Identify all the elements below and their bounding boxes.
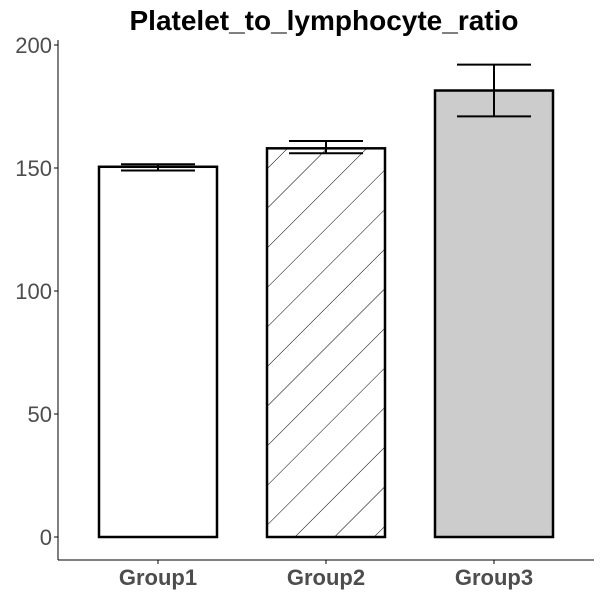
- chart-title: Platelet_to_lymphocyte_ratio: [129, 5, 518, 36]
- bar-group2: [265, 147, 387, 539]
- y-tick-label: 150: [15, 156, 52, 181]
- x-tick-label: Group3: [455, 565, 533, 590]
- y-tick-label: 200: [15, 33, 52, 58]
- x-tick-label: Group2: [287, 565, 365, 590]
- bar-group3: [433, 89, 555, 539]
- y-tick-label: 0: [40, 525, 52, 550]
- x-tick-label: Group1: [119, 565, 197, 590]
- y-tick-label: 50: [28, 402, 52, 427]
- y-tick-label: 100: [15, 279, 52, 304]
- bar-group1: [97, 165, 219, 539]
- plot-area: 0 50 100 150 200 Group1 Group2 Group3: [15, 33, 594, 590]
